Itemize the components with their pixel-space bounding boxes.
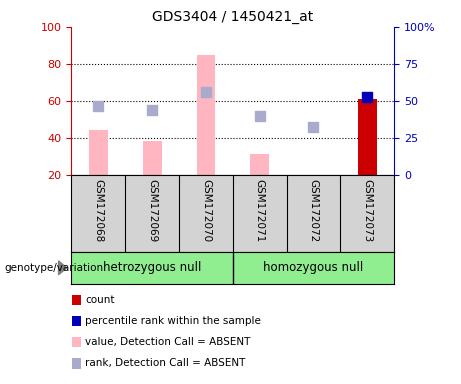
Text: percentile rank within the sample: percentile rank within the sample xyxy=(85,316,261,326)
Text: homozygous null: homozygous null xyxy=(263,262,364,274)
Point xyxy=(364,94,371,100)
Bar xyxy=(250,154,269,175)
Text: GSM172070: GSM172070 xyxy=(201,179,211,242)
Text: GSM172071: GSM172071 xyxy=(254,179,265,242)
Text: GSM172072: GSM172072 xyxy=(308,179,319,242)
Text: rank, Detection Call = ABSENT: rank, Detection Call = ABSENT xyxy=(85,358,246,368)
Polygon shape xyxy=(59,261,67,275)
Bar xyxy=(72,316,81,326)
Bar xyxy=(196,55,215,175)
Bar xyxy=(71,252,233,284)
Text: GSM172068: GSM172068 xyxy=(93,179,103,242)
Text: hetrozygous null: hetrozygous null xyxy=(103,262,201,274)
Text: GSM172069: GSM172069 xyxy=(147,179,157,242)
Title: GDS3404 / 1450421_at: GDS3404 / 1450421_at xyxy=(152,10,313,25)
Bar xyxy=(72,295,81,305)
Bar xyxy=(72,358,81,369)
Point xyxy=(202,88,210,94)
Bar xyxy=(143,141,161,175)
Bar xyxy=(72,337,81,348)
Bar xyxy=(233,252,394,284)
Text: genotype/variation: genotype/variation xyxy=(5,263,104,273)
Bar xyxy=(358,99,377,175)
Point xyxy=(148,107,156,113)
Text: count: count xyxy=(85,295,115,305)
Text: value, Detection Call = ABSENT: value, Detection Call = ABSENT xyxy=(85,337,251,347)
Bar xyxy=(89,130,108,175)
Text: GSM172073: GSM172073 xyxy=(362,179,372,242)
Point xyxy=(256,113,263,119)
Point xyxy=(310,124,317,130)
Point xyxy=(95,103,102,109)
